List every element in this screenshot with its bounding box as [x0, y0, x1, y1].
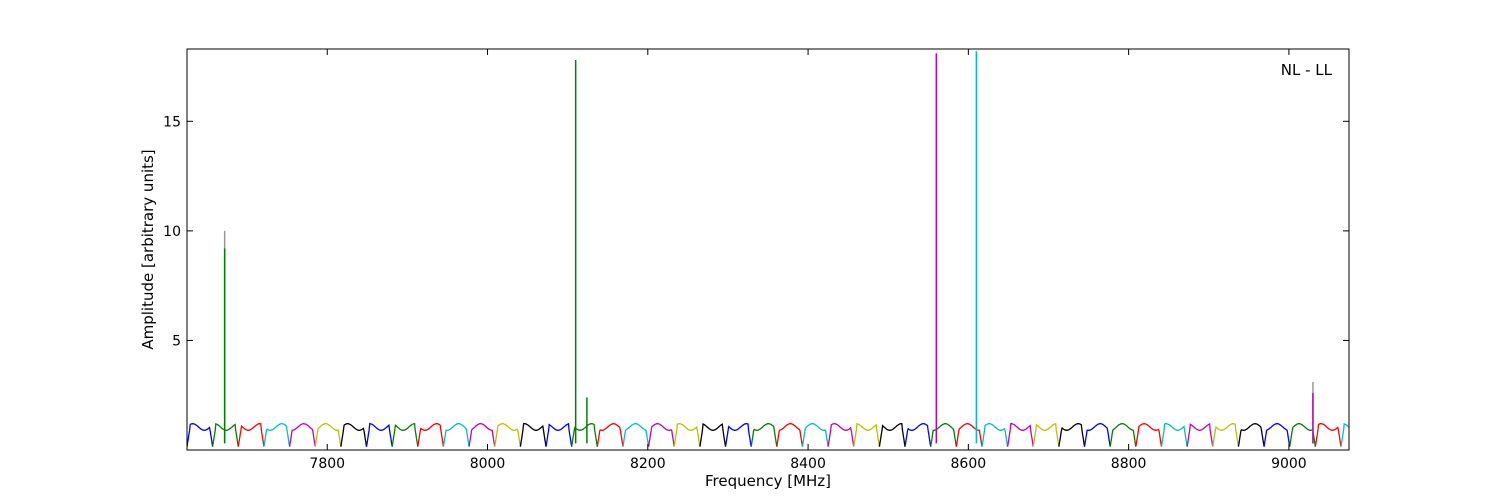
bandpass-series-layer [187, 422, 1349, 447]
band-series-35 [1083, 423, 1111, 447]
band-series-17 [622, 423, 650, 447]
band-series-44 [1314, 423, 1342, 447]
band-series-12 [494, 423, 522, 447]
band-series-29 [930, 423, 957, 447]
band-series-41 [1237, 423, 1265, 447]
band-series-4 [288, 423, 316, 447]
band-series-10 [442, 423, 470, 447]
band-series-38 [1160, 423, 1188, 447]
band-series-2 [237, 423, 265, 447]
spike-series-layer [223, 51, 1314, 444]
band-series-28 [904, 423, 932, 447]
band-series-23 [776, 423, 804, 447]
band-series-32 [1006, 423, 1034, 447]
band-series-37 [1135, 423, 1163, 447]
annotation-label: NL - LL [1281, 61, 1333, 79]
x-tick-label: 7800 [309, 456, 345, 472]
band-series-45 [1340, 423, 1349, 447]
band-series-16 [596, 423, 624, 447]
x-tick-label: 8000 [470, 456, 506, 472]
band-series-11 [468, 423, 496, 447]
band-series-43 [1289, 423, 1316, 447]
band-series-24 [801, 423, 829, 447]
y-axis-label: Amplitude [arbitrary units] [139, 149, 157, 349]
band-series-33 [1032, 422, 1060, 447]
band-series-27 [878, 423, 906, 447]
band-series-21 [724, 423, 752, 447]
band-series-30 [955, 423, 983, 447]
band-series-18 [647, 423, 675, 447]
band-series-39 [1186, 423, 1214, 447]
band-series-5 [314, 423, 342, 447]
x-tick-label: 8200 [630, 456, 666, 472]
y-tick-label: 15 [163, 114, 181, 130]
x-tick-label: 8400 [790, 456, 826, 472]
y-tick-label: 10 [163, 224, 181, 240]
y-tick-label: 5 [172, 333, 181, 349]
x-tick-label: 8800 [1111, 456, 1147, 472]
x-tick-label: 8600 [951, 456, 987, 472]
band-series-26 [853, 423, 881, 447]
band-series-6 [340, 423, 368, 447]
x-axis-label: Frequency [MHz] [705, 472, 831, 490]
plot-frame [186, 48, 1350, 451]
y-axis-ticks: 5 10 15 [163, 114, 1349, 349]
band-series-0 [187, 423, 214, 447]
band-series-22 [750, 423, 778, 447]
band-series-34 [1058, 423, 1086, 447]
band-series-40 [1212, 423, 1240, 447]
band-series-1 [211, 423, 239, 447]
x-axis-ticks: 7800 8000 8200 8400 8600 8800 9000 [309, 49, 1307, 472]
band-series-3 [263, 423, 291, 447]
band-series-9 [417, 423, 445, 447]
band-series-25 [827, 423, 855, 447]
band-series-31 [981, 423, 1009, 447]
band-series-42 [1263, 423, 1291, 447]
band-series-14 [545, 422, 573, 447]
band-series-8 [391, 422, 419, 447]
x-tick-label: 9000 [1271, 456, 1307, 472]
band-series-13 [519, 423, 547, 447]
band-series-20 [699, 423, 727, 447]
band-series-7 [365, 422, 393, 447]
band-series-36 [1109, 423, 1137, 447]
band-series-19 [673, 423, 701, 447]
